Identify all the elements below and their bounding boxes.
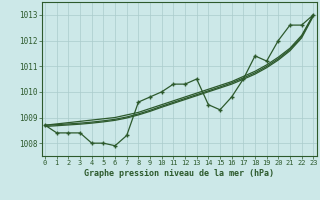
- X-axis label: Graphe pression niveau de la mer (hPa): Graphe pression niveau de la mer (hPa): [84, 169, 274, 178]
